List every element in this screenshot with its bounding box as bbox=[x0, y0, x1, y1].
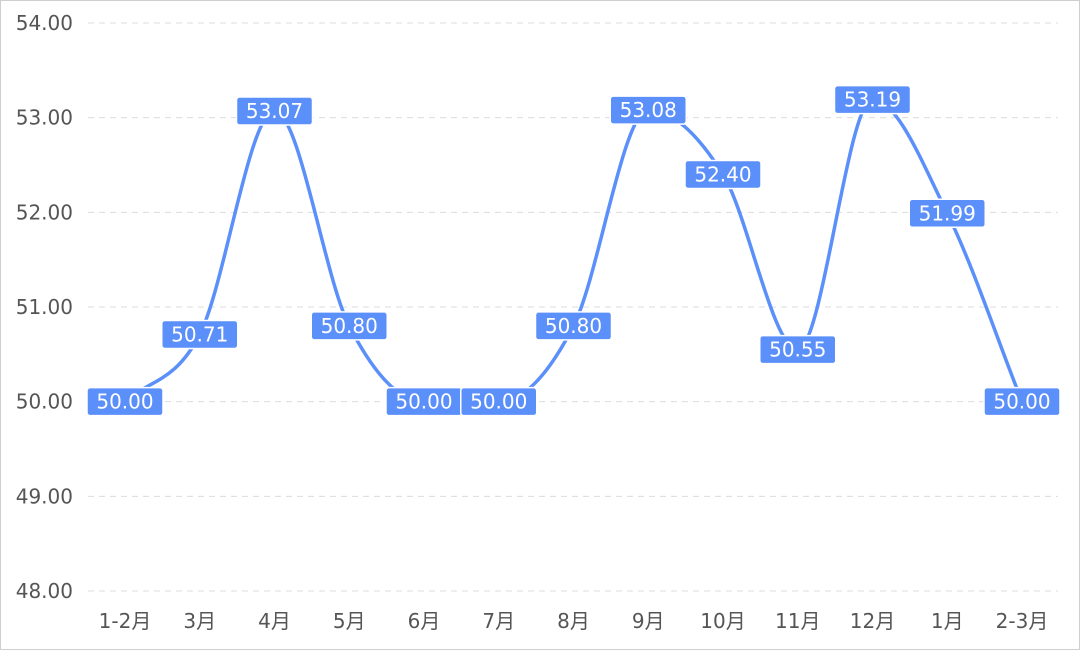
data-label-box bbox=[534, 311, 613, 341]
data-label: 50.80 bbox=[545, 314, 602, 338]
x-tick-label: 12月 bbox=[850, 609, 895, 633]
x-tick-label: 10月 bbox=[700, 609, 745, 633]
data-label-box bbox=[609, 95, 687, 125]
data-label-box bbox=[908, 198, 986, 229]
data-label-box bbox=[759, 334, 837, 365]
x-tick-label: 9月 bbox=[632, 609, 665, 633]
data-labels-layer: 50.00 50.71 53.07 50.80 50.00 50.00 50.80 53.08… bbox=[86, 84, 1061, 417]
data-label-box bbox=[161, 319, 239, 350]
y-tick-label: 48.00 bbox=[16, 579, 73, 603]
x-tick-label: 1月 bbox=[931, 609, 964, 633]
y-tick-label: 54.00 bbox=[16, 11, 73, 35]
x-tick-label: 5月 bbox=[333, 609, 366, 633]
x-tick-label: 11月 bbox=[775, 609, 820, 633]
data-label: 50.80 bbox=[321, 314, 378, 338]
data-label: 53.07 bbox=[246, 99, 303, 123]
data-label: 50.00 bbox=[96, 390, 153, 414]
data-label-box bbox=[983, 386, 1061, 417]
y-tick-label: 51.00 bbox=[16, 295, 73, 319]
x-tick-label: 2-3月 bbox=[996, 609, 1049, 633]
x-tick-label: 8月 bbox=[557, 609, 590, 633]
y-axis: 48.00 49.00 50.00 51.00 52.00 53.00 54.00 bbox=[16, 11, 73, 603]
data-label: 52.40 bbox=[694, 162, 751, 186]
data-label: 50.00 bbox=[470, 390, 527, 414]
data-label-box bbox=[833, 84, 912, 115]
x-tick-label: 7月 bbox=[482, 609, 515, 633]
data-label-box bbox=[235, 96, 314, 126]
data-label-box bbox=[684, 159, 762, 190]
data-label: 50.00 bbox=[993, 390, 1050, 414]
y-tick-label: 53.00 bbox=[16, 106, 73, 130]
x-tick-label: 6月 bbox=[408, 609, 441, 633]
data-label: 51.99 bbox=[919, 201, 976, 225]
series-layer bbox=[122, 96, 1025, 405]
data-label: 53.08 bbox=[620, 98, 677, 122]
y-tick-label: 52.00 bbox=[16, 200, 73, 224]
data-label-box bbox=[310, 311, 388, 341]
x-tick-label: 4月 bbox=[258, 609, 291, 633]
data-label: 50.00 bbox=[395, 390, 452, 414]
data-label-box bbox=[86, 386, 164, 417]
series-line bbox=[123, 97, 1024, 404]
x-tick-label: 1-2月 bbox=[99, 609, 152, 633]
grid-lines bbox=[88, 22, 1058, 592]
x-tick-label: 3月 bbox=[183, 609, 216, 633]
data-label: 50.55 bbox=[769, 338, 826, 362]
y-tick-label: 49.00 bbox=[16, 484, 73, 508]
x-axis: 1-2月 3月 4月 5月 6月 7月 8月 9月 10月 11月 12月 1月 2-3月 bbox=[99, 609, 1049, 633]
data-label-box bbox=[460, 386, 538, 417]
data-label: 53.19 bbox=[844, 88, 901, 112]
y-tick-label: 50.00 bbox=[16, 390, 73, 414]
data-label: 50.71 bbox=[171, 322, 228, 346]
